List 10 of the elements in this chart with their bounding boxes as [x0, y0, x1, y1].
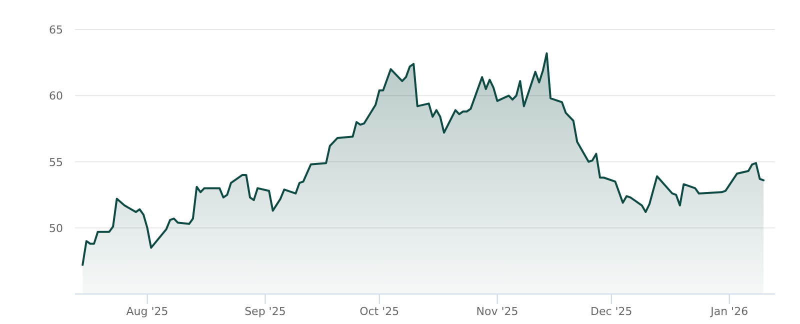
x-tick-label: Nov '25: [476, 305, 518, 318]
x-tick-label: Oct '25: [360, 305, 400, 318]
x-tick-label: Sep '25: [244, 305, 286, 318]
x-tick-label: Dec '25: [590, 305, 632, 318]
y-tick-label: 55: [49, 156, 63, 169]
x-tick-label: Jan '26: [710, 305, 748, 318]
x-tick-label: Aug '25: [126, 305, 168, 318]
y-tick-label: 60: [49, 90, 63, 103]
y-tick-label: 50: [49, 222, 63, 235]
y-tick-label: 65: [49, 24, 63, 36]
